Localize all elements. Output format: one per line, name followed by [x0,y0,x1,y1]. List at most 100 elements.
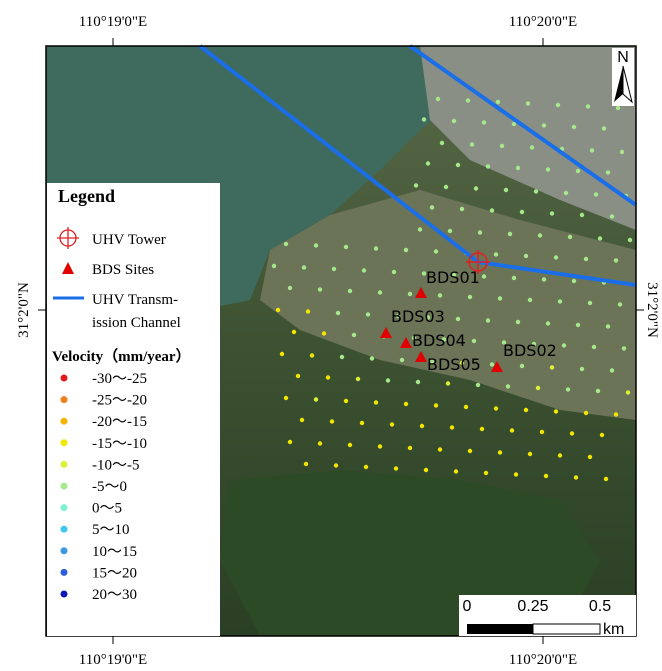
velocity-point [394,466,398,470]
site-label: BDS05 [427,355,481,374]
velocity-point [558,299,562,303]
coord-label: 110°20'0"E [509,652,577,668]
velocity-point [598,236,602,240]
velocity-point [306,309,310,313]
legend-label: 10～15 [92,544,137,560]
coord-label: 110°20'0"E [509,14,577,30]
velocity-point [456,163,460,167]
velocity-point [276,308,280,312]
velocity-point [622,346,626,350]
velocity-point [452,119,456,123]
velocity-point [434,403,438,407]
site-label: BDS02 [503,341,557,360]
velocity-point [550,365,554,369]
velocity-point [408,292,412,296]
legend-label: UHV Transm- [92,292,178,308]
velocity-point [332,267,336,271]
velocity-point [472,339,476,343]
velocity-point [616,106,620,110]
velocity-point [494,406,498,410]
velocity-point [310,353,314,357]
velocity-point [600,433,604,437]
velocity-point [436,97,440,101]
velocity-point [352,333,356,337]
velocity-point [592,345,596,349]
velocity-point [420,424,424,428]
legend-label: 20～30 [92,587,137,603]
velocity-point [414,183,418,187]
velocity-point [440,141,444,145]
velocity-point [468,449,472,453]
velocity-point [486,318,490,322]
velocity-point [288,440,292,444]
velocity-point [322,331,326,335]
legend-swatch [61,526,68,533]
velocity-point [614,258,618,262]
velocity-point [378,290,382,294]
velocity-point [392,270,396,274]
velocity-point [362,268,366,272]
velocity-point [304,462,308,466]
velocity-point [446,381,450,385]
velocity-point [558,453,562,457]
velocity-point [378,444,382,448]
velocity-point [444,185,448,189]
velocity-point [456,317,460,321]
legend-label: 0～5 [92,501,122,517]
velocity-point [288,286,292,290]
velocity-point [366,312,370,316]
velocity-point [564,191,568,195]
velocity-point [490,208,494,212]
velocity-point [606,324,610,328]
velocity-point [538,233,542,237]
velocity-point [576,169,580,173]
velocity-point [430,205,434,209]
velocity-point [512,276,516,280]
velocity-point [498,296,502,300]
velocity-point [344,245,348,249]
velocity-point [296,374,300,378]
velocity-point [448,229,452,233]
legend-swatch [61,396,68,403]
velocity-point [554,409,558,413]
velocity-point [408,446,412,450]
legend-swatch [61,418,68,425]
velocity-point [574,475,578,479]
velocity-point [300,418,304,422]
velocity-point [484,471,488,475]
velocity-point [524,254,528,258]
velocity-point [604,477,608,481]
velocity-point [514,472,518,476]
velocity-point [404,402,408,406]
velocity-point [572,125,576,129]
velocity-point [466,98,470,102]
coord-label: 31°2'0"N [644,282,660,338]
velocity-point [614,412,618,416]
velocity-point [588,301,592,305]
velocity-point [490,362,494,366]
coord-label: 110°19'0"E [79,14,147,30]
velocity-point [526,101,530,105]
velocity-point [528,298,532,302]
velocity-point [390,422,394,426]
velocity-point [356,377,360,381]
legend-swatch [61,591,68,598]
velocity-point [272,264,276,268]
velocity-point [530,145,534,149]
velocity-point [510,428,514,432]
velocity-point [318,287,322,291]
scale-unit: km [603,621,624,638]
legend: Legend UHV Tower BDS Sites UHV Transm- i… [47,183,220,636]
velocity-point [468,295,472,299]
velocity-point [482,274,486,278]
velocity-point [478,230,482,234]
velocity-point [584,411,588,415]
legend-label: -10～-5 [92,457,140,473]
velocity-point [500,144,504,148]
legend-label: 15～20 [92,565,137,581]
velocity-point [566,387,570,391]
velocity-point [292,330,296,334]
velocity-point [520,210,524,214]
velocity-point [370,356,374,360]
map: BDS01BDS02BDS03BDS04BDS05 110°19'0"E 110… [0,0,662,671]
